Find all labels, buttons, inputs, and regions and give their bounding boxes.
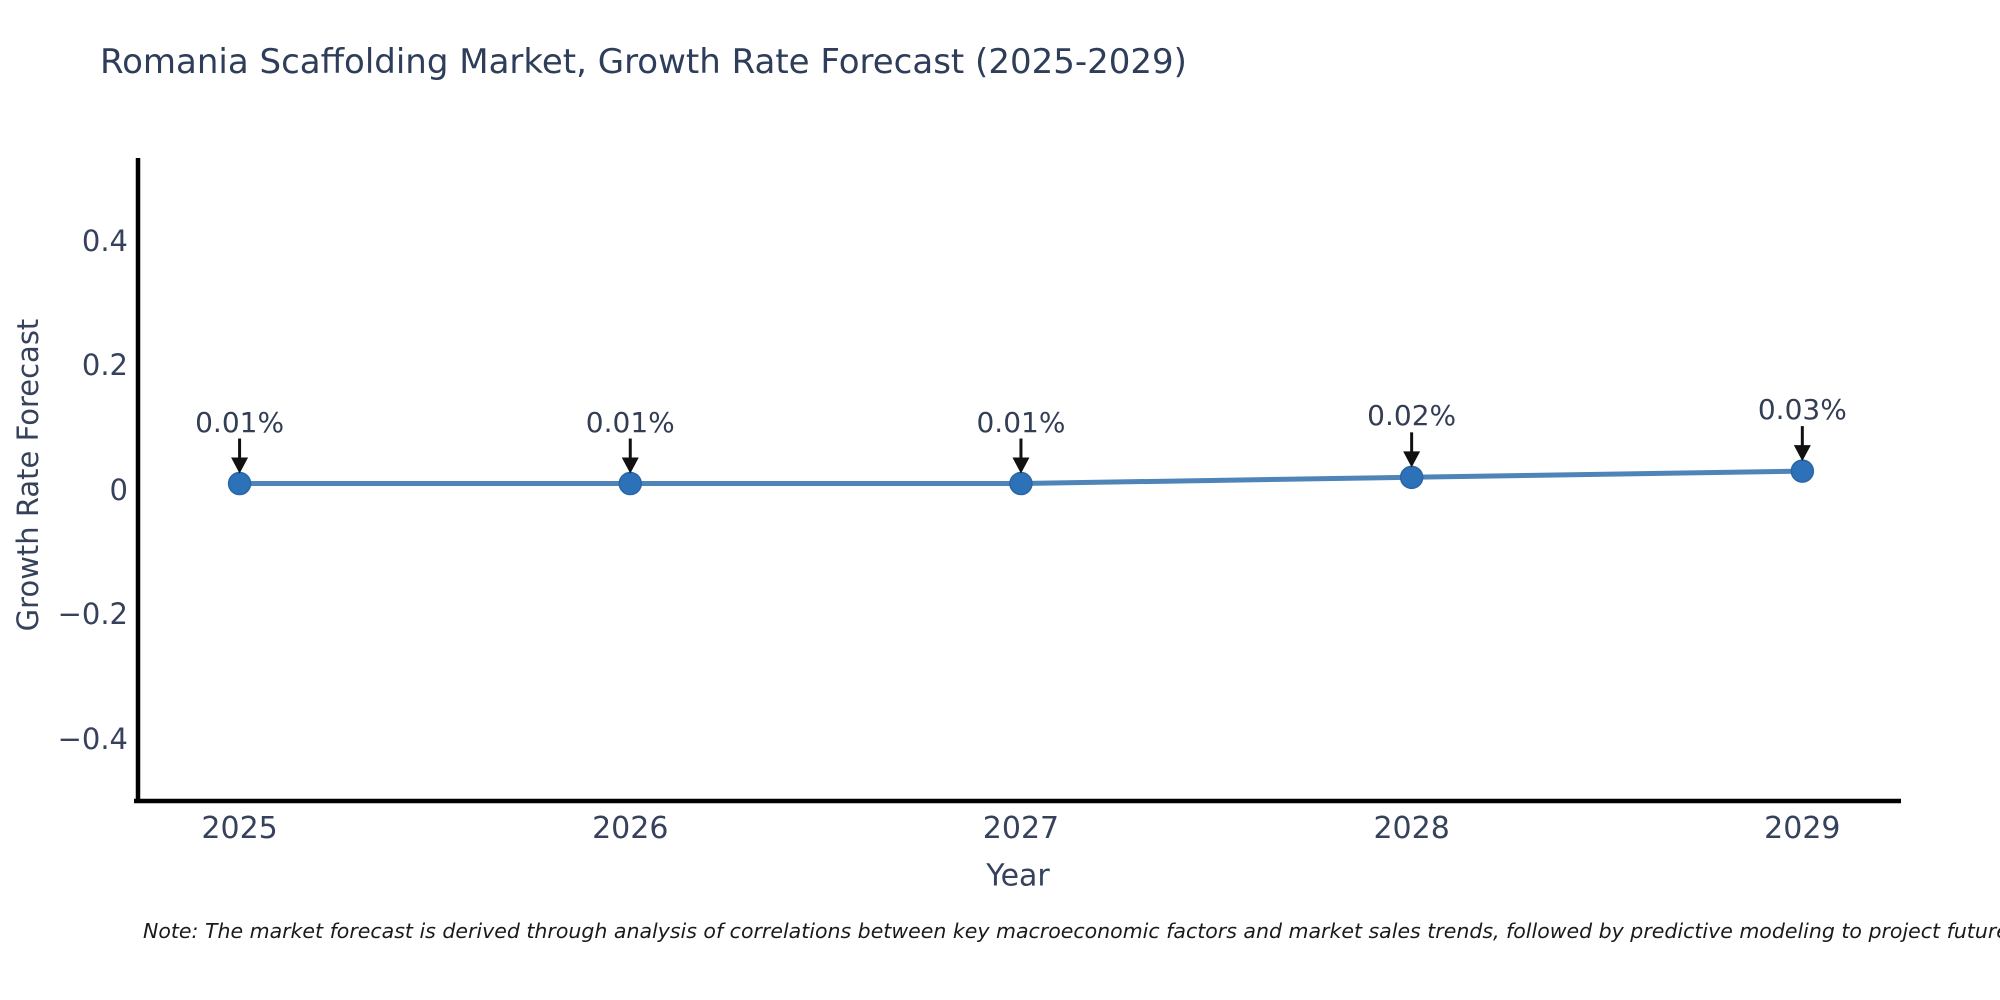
x-tick-label: 2026 xyxy=(592,811,669,846)
y-tick-label: 0.2 xyxy=(81,348,128,383)
data-point-marker xyxy=(1009,471,1033,496)
data-point-marker xyxy=(1790,459,1815,483)
chart-title: Romania Scaffolding Market, Growth Rate … xyxy=(100,42,1187,82)
point-annotation: 0.01% xyxy=(585,405,675,439)
annotation-arrow-head xyxy=(1012,457,1030,474)
point-annotation: 0.01% xyxy=(195,405,285,439)
footnote: Note: The market forecast is derived thr… xyxy=(143,919,2000,943)
annotation-arrow-head xyxy=(621,457,639,474)
x-tick-label: 2027 xyxy=(982,811,1060,846)
y-tick-label: 0 xyxy=(109,472,128,507)
annotation-arrow-head xyxy=(231,457,249,474)
y-tick-label: 0.4 xyxy=(81,223,128,258)
data-point-marker xyxy=(227,471,252,496)
x-tick-label: 2029 xyxy=(1764,811,1841,846)
point-annotation: 0.03% xyxy=(1757,393,1847,427)
data-point-marker xyxy=(618,471,643,496)
x-axis-title: Year xyxy=(986,858,1050,894)
x-tick-label: 2028 xyxy=(1373,811,1450,846)
point-annotation: 0.02% xyxy=(1367,399,1457,433)
annotation-arrow-head xyxy=(1793,445,1811,462)
y-tick-label: −0.2 xyxy=(57,597,128,632)
annotation-arrow-head xyxy=(1403,451,1421,468)
data-point-marker xyxy=(1399,465,1424,490)
x-tick-label: 2025 xyxy=(201,811,278,846)
point-annotation: 0.01% xyxy=(976,405,1066,439)
y-tick-label: −0.4 xyxy=(57,721,128,756)
